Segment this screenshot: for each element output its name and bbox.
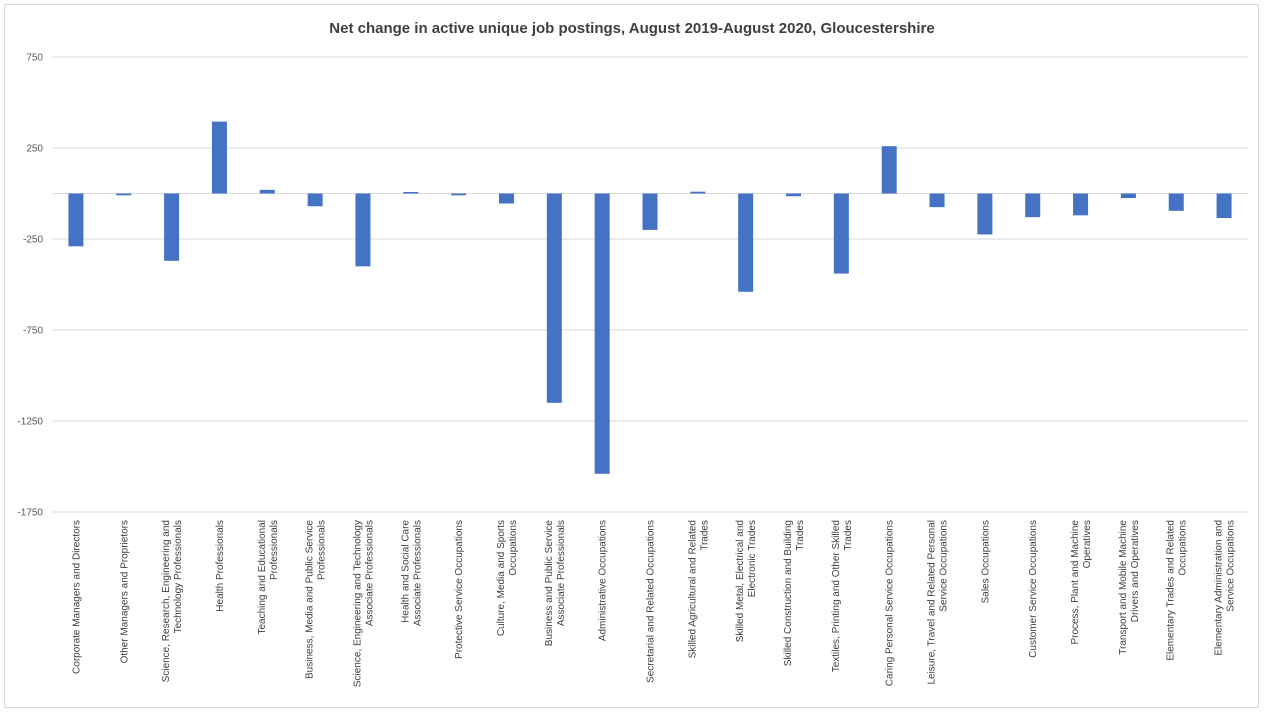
- bar: [881, 146, 897, 194]
- bar: [259, 189, 275, 194]
- y-tick-label: 750: [26, 53, 43, 64]
- x-category-label: Secretarial and Related Occupations: [646, 520, 657, 683]
- x-category-label: Business, Media and Public ServiceProfes…: [305, 520, 328, 679]
- bar: [786, 193, 802, 197]
- x-category-label: Leisure, Travel and Related PersonalServ…: [927, 520, 950, 685]
- x-category-label: Business and Public ServiceAssociate Pro…: [544, 520, 567, 647]
- x-category-label: Protective Service Occupations: [454, 520, 465, 659]
- bar: [164, 193, 180, 261]
- y-axis-tick-labels: 750 250 -250 -750 -1250 -1750: [17, 53, 43, 519]
- x-category-label: Science, Research, Engineering andTechno…: [161, 520, 184, 682]
- x-category-label: Elementary Trades and RelatedOccupations: [1166, 520, 1189, 661]
- bar: [642, 193, 658, 230]
- x-category-label: Health and Social CareAssociate Professi…: [400, 520, 423, 627]
- y-tick-label: -1250: [17, 417, 43, 428]
- x-category-label: Skilled Metal, Electrical andElectronic …: [735, 520, 758, 642]
- bar: [594, 193, 610, 474]
- bar: [833, 193, 849, 274]
- x-category-label: Customer Service Occupations: [1028, 520, 1039, 658]
- chart-title: Net change in active unique job postings…: [329, 20, 935, 37]
- bar: [68, 193, 84, 247]
- x-category-label: Health Professionals: [215, 520, 226, 612]
- y-tick-label: 250: [26, 144, 43, 155]
- x-category-label: Caring Personal Service Occupations: [885, 520, 896, 686]
- bar: [116, 193, 132, 196]
- bars: [68, 121, 1232, 474]
- bar: [1025, 193, 1041, 218]
- bar: [546, 193, 562, 403]
- bar: [1168, 193, 1184, 211]
- x-category-label: Science, Engineering and TechnologyAssoc…: [352, 520, 375, 687]
- bar: [929, 193, 945, 208]
- x-category-label: Elementary Administration andService Occ…: [1214, 520, 1237, 656]
- x-category-label: Teaching and EducationalProfessionals: [257, 520, 280, 635]
- x-category-label: Corporate Managers and Directors: [71, 520, 82, 674]
- x-category-label: Sales Occupations: [980, 520, 991, 603]
- bar: [451, 193, 467, 196]
- bar: [498, 193, 514, 204]
- chart-frame: [4, 4, 1259, 708]
- y-tick-label: -1750: [17, 508, 43, 519]
- y-tick-label: -750: [23, 326, 43, 337]
- x-category-label: Skilled Agricultural and RelatedTrades: [687, 520, 710, 658]
- y-tick-label: -250: [23, 235, 43, 246]
- x-category-label: Textiles, Printing and Other SkilledTrad…: [831, 520, 854, 672]
- x-category-label: Process, Plant and MachineOperatives: [1070, 520, 1093, 645]
- x-category-label: Transport and Mobile MachineDrivers and …: [1118, 520, 1141, 655]
- bar: [307, 193, 323, 207]
- bar: [1073, 193, 1089, 216]
- x-axis-category-labels: Corporate Managers and Directors Other Ma…: [71, 520, 1236, 688]
- x-category-label: Skilled Construction and BuildingTrades: [783, 520, 806, 666]
- bar: [355, 193, 371, 267]
- bar: [211, 121, 227, 194]
- bar: [1120, 193, 1136, 199]
- bar: [690, 191, 706, 194]
- bar: [977, 193, 993, 235]
- x-category-label: Other Managers and Proprietors: [119, 520, 130, 663]
- gridlines: [52, 56, 1248, 513]
- bar: [403, 192, 419, 194]
- bar: [1216, 193, 1232, 219]
- x-category-label: Culture, Media and SportsOccupations: [496, 520, 519, 636]
- bar: [738, 193, 754, 292]
- x-category-label: Administrative Occupations: [598, 520, 609, 641]
